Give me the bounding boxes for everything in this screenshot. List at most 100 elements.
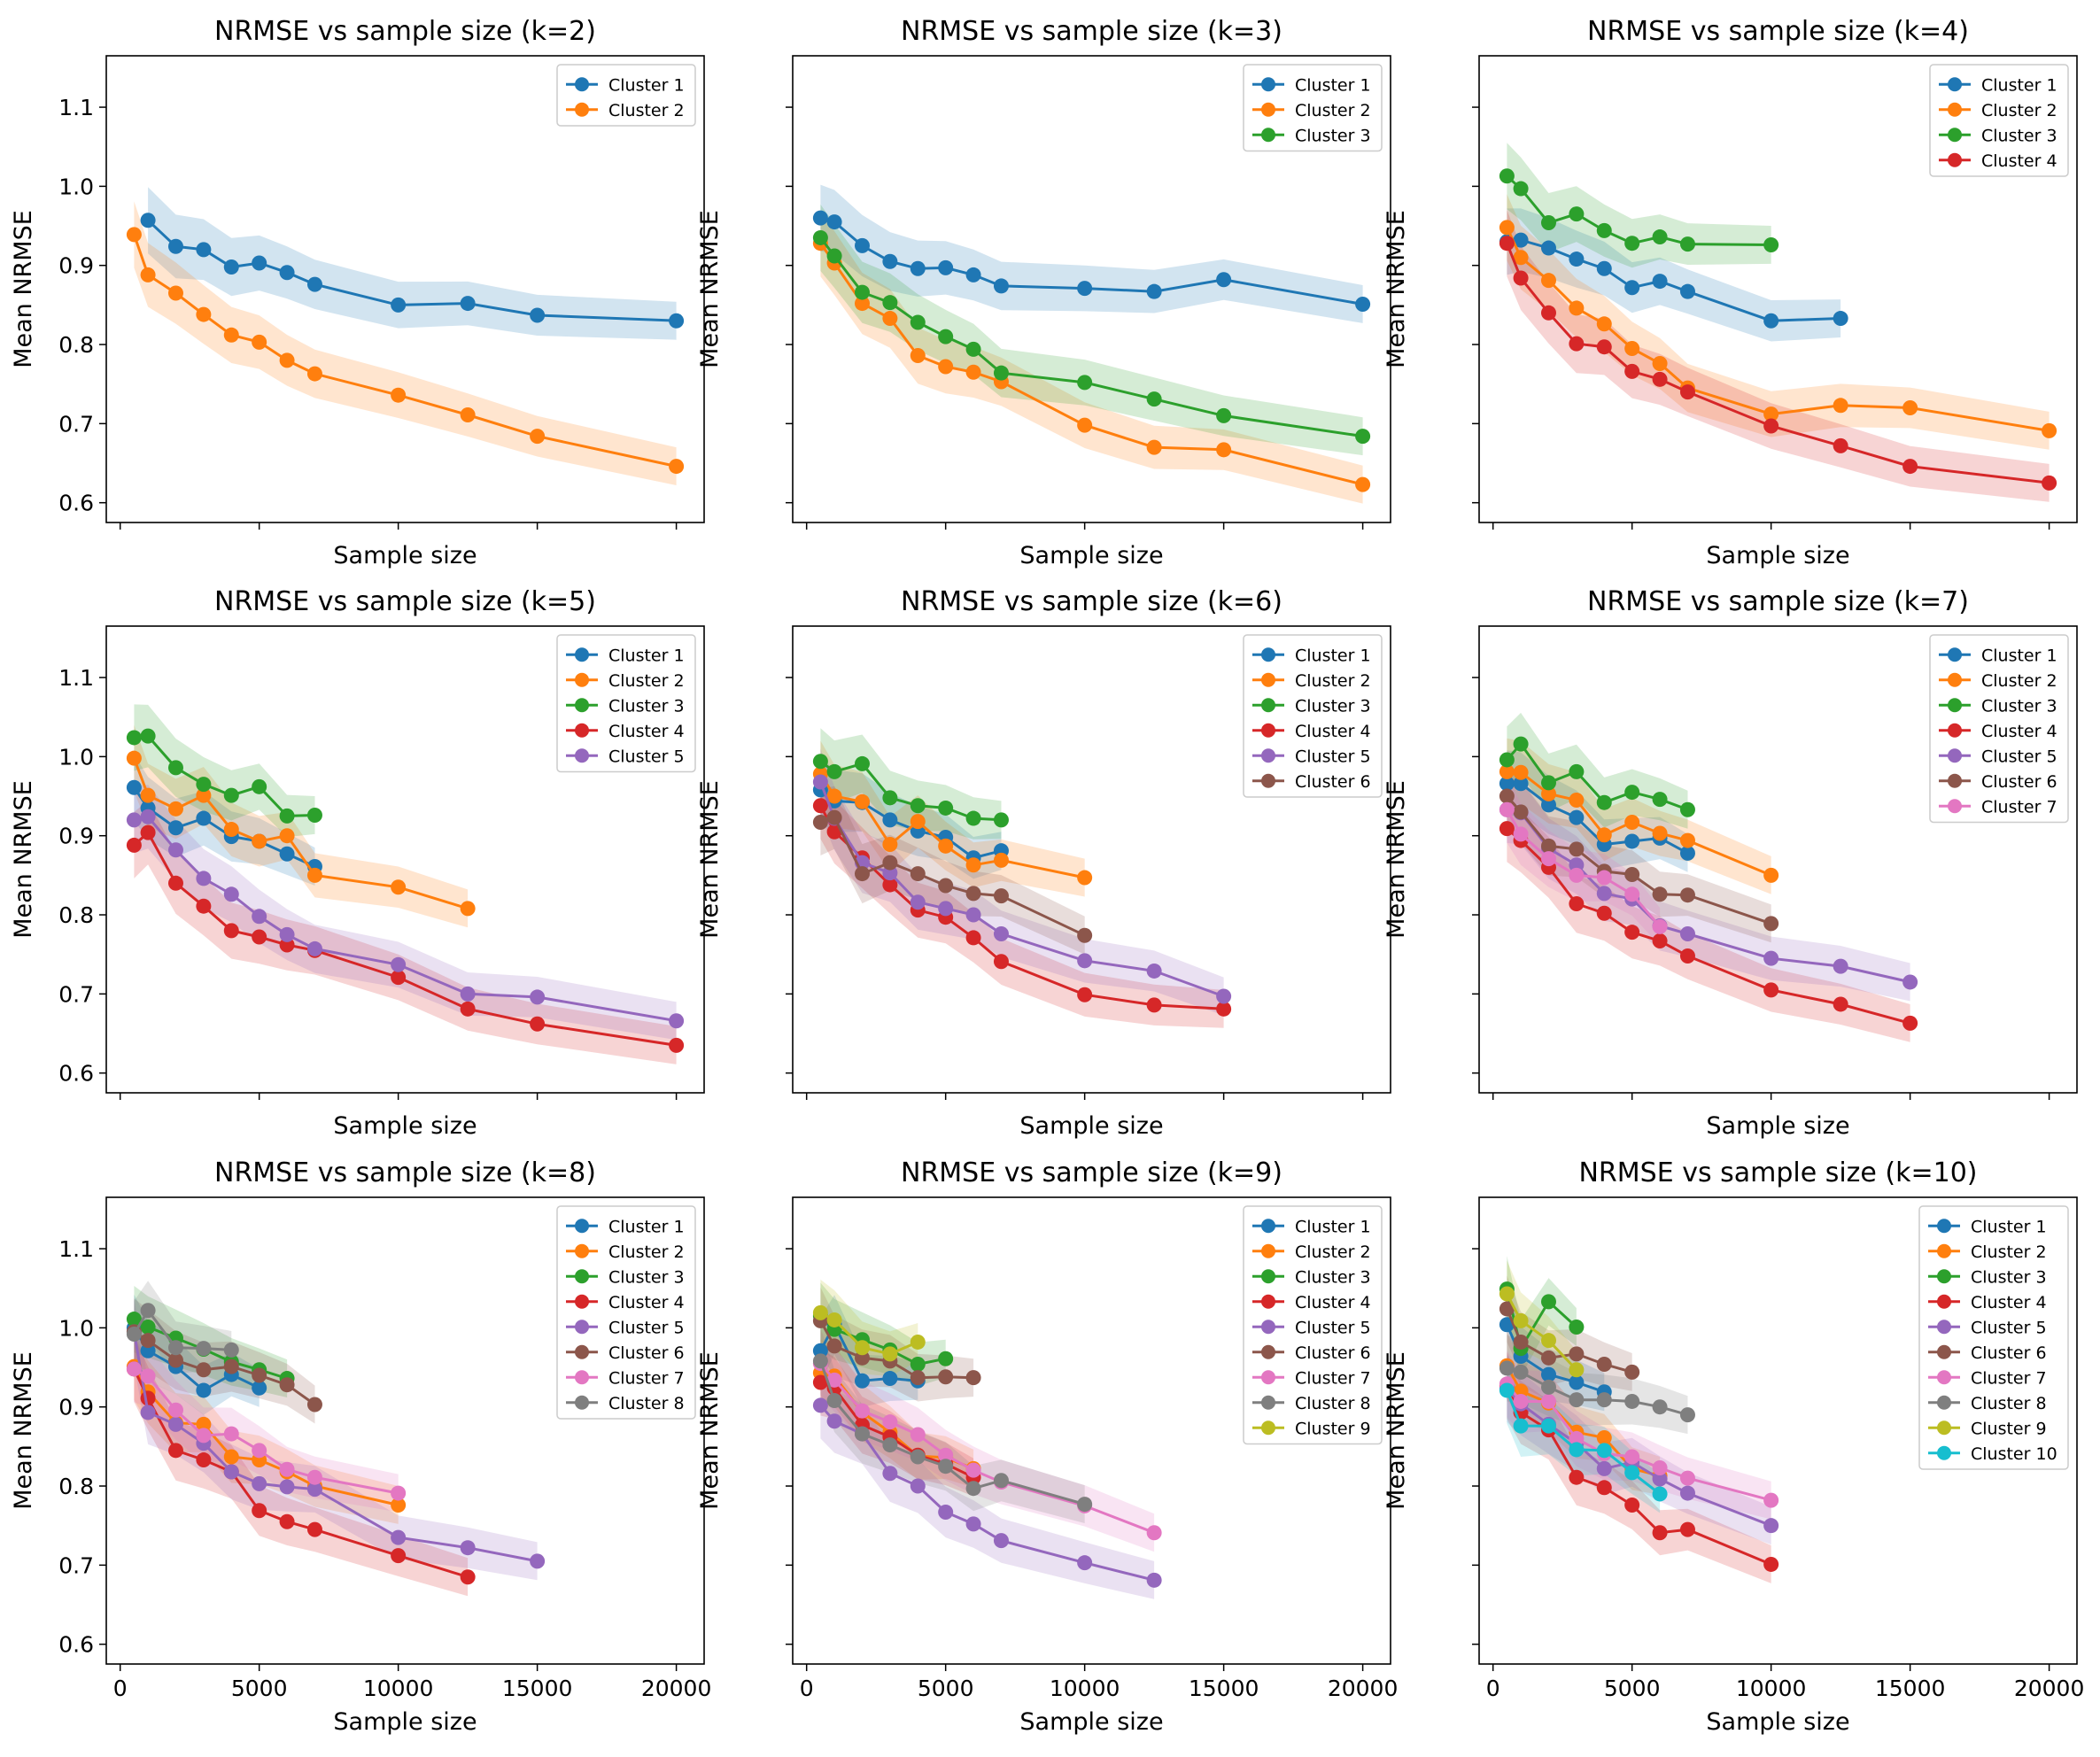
point-cluster-4 <box>1146 997 1162 1013</box>
point-cluster-3 <box>993 812 1009 828</box>
subplot-k5: NRMSE vs sample size (k=5) 0.6 0.7 0.8 0.9 1.… <box>10 586 705 1140</box>
point-cluster-4 <box>530 1016 546 1032</box>
band-cluster-1 <box>134 1294 260 1415</box>
legend-label: Cluster 2 <box>608 671 685 691</box>
point-cluster-4 <box>279 937 295 953</box>
point-cluster-2 <box>1596 827 1612 843</box>
legend-frame <box>556 1205 696 1420</box>
point-cluster-6 <box>279 1377 295 1393</box>
point-cluster-5 <box>460 1540 476 1556</box>
legend-marker <box>575 1294 589 1309</box>
x-tick-label: 0 <box>1486 1676 1500 1701</box>
x-tick-label: 10000 <box>1050 1676 1120 1701</box>
point-cluster-3 <box>910 1356 926 1372</box>
legend-label: Cluster 10 <box>1971 1444 2057 1464</box>
point-cluster-3 <box>1077 375 1093 391</box>
axes-frame <box>792 625 1391 1094</box>
point-cluster-1 <box>126 779 142 795</box>
point-cluster-1 <box>826 214 842 230</box>
axes-frame <box>1478 1196 2078 1665</box>
point-cluster-5 <box>1763 950 1779 966</box>
point-cluster-6 <box>938 1369 954 1385</box>
point-cluster-2 <box>882 311 898 327</box>
point-cluster-4 <box>1499 236 1515 252</box>
point-cluster-2 <box>1652 825 1668 841</box>
point-cluster-6 <box>910 866 926 882</box>
legend-label: Cluster 2 <box>1295 1242 1371 1262</box>
legend-label: Cluster 7 <box>1295 1368 1371 1388</box>
point-cluster-5 <box>993 1533 1009 1549</box>
point-cluster-5 <box>391 956 407 972</box>
legend: Cluster 1 Cluster 2 Cluster 3 Cluster 4 Clus… <box>556 634 696 773</box>
point-cluster-3 <box>1355 429 1371 445</box>
point-cluster-2 <box>1569 793 1585 809</box>
legend-label: Cluster 1 <box>1971 1217 2047 1236</box>
legend-marker <box>575 102 589 117</box>
subplot-title: NRMSE vs sample size (k=6) <box>901 586 1282 617</box>
point-cluster-2 <box>252 334 267 350</box>
legend-label: Cluster 4 <box>608 1293 685 1312</box>
x-tick-label: 5000 <box>231 1676 288 1701</box>
point-cluster-5 <box>167 842 183 858</box>
x-axis-label: Sample size <box>333 1708 477 1736</box>
point-cluster-2 <box>391 1497 407 1513</box>
line-cluster-1 <box>1507 238 1841 322</box>
point-cluster-4 <box>1624 925 1640 940</box>
x-tick-label: 0 <box>800 1676 814 1701</box>
point-cluster-5 <box>460 986 476 1002</box>
point-cluster-5 <box>1596 886 1612 902</box>
point-cluster-5 <box>167 1416 183 1432</box>
point-cluster-1 <box>1596 260 1612 276</box>
legend: Cluster 1 Cluster 2 Cluster 3 <box>1243 64 1383 152</box>
legend-label: Cluster 3 <box>608 1267 685 1287</box>
legend-label: Cluster 4 <box>608 722 685 741</box>
subplot-title: NRMSE vs sample size (k=4) <box>1587 16 1969 47</box>
point-cluster-6 <box>938 878 954 894</box>
point-cluster-1 <box>279 846 295 862</box>
legend-label: Cluster 8 <box>1295 1394 1371 1413</box>
point-cluster-3 <box>126 1312 142 1327</box>
point-cluster-2 <box>910 348 926 364</box>
point-cluster-7 <box>252 1443 267 1459</box>
point-cluster-1 <box>882 812 898 828</box>
band-cluster-5 <box>820 748 1224 1016</box>
point-cluster-2 <box>1763 406 1779 422</box>
point-cluster-5 <box>1077 1555 1093 1571</box>
point-cluster-8 <box>1679 1407 1695 1423</box>
point-cluster-1 <box>1499 776 1515 792</box>
x-tick-label: 10000 <box>363 1676 434 1701</box>
point-cluster-8 <box>1499 1360 1515 1376</box>
point-cluster-5 <box>812 774 828 790</box>
point-cluster-8 <box>910 1449 926 1465</box>
legend: Cluster 1 Cluster 2 Cluster 3 Cluster 4 Clus… <box>556 1205 696 1420</box>
point-cluster-4 <box>1596 905 1612 921</box>
legend-marker <box>575 1395 589 1410</box>
legend: Cluster 1 Cluster 2 Cluster 3 Cluster 4 Clus… <box>1929 634 2069 824</box>
point-cluster-1 <box>1624 833 1640 849</box>
point-cluster-4 <box>1596 1480 1612 1496</box>
x-tick-label: 20000 <box>641 1676 712 1701</box>
point-cluster-2 <box>854 296 870 312</box>
subplot-title: NRMSE vs sample size (k=2) <box>214 16 596 47</box>
point-cluster-1 <box>1833 311 1848 327</box>
point-cluster-8 <box>882 1437 898 1453</box>
point-cluster-5 <box>965 1516 981 1532</box>
point-cluster-6 <box>1596 1356 1612 1372</box>
point-cluster-5 <box>1596 1460 1612 1476</box>
point-cluster-3 <box>965 810 981 826</box>
legend-marker <box>1948 102 1962 117</box>
point-cluster-4 <box>1569 336 1585 352</box>
point-cluster-4 <box>1513 270 1529 286</box>
x-tick-label: 10000 <box>1736 1676 1807 1701</box>
point-cluster-4 <box>1902 459 1918 475</box>
point-cluster-2 <box>669 459 685 475</box>
x-tick-label: 0 <box>113 1676 128 1701</box>
point-cluster-2 <box>167 285 183 301</box>
point-cluster-3 <box>1216 407 1232 423</box>
point-cluster-8 <box>938 1459 954 1474</box>
point-cluster-7 <box>196 1428 212 1444</box>
point-cluster-3 <box>140 1319 156 1335</box>
band-cluster-8 <box>820 1327 1085 1523</box>
legend-label: Cluster 5 <box>608 1318 685 1337</box>
